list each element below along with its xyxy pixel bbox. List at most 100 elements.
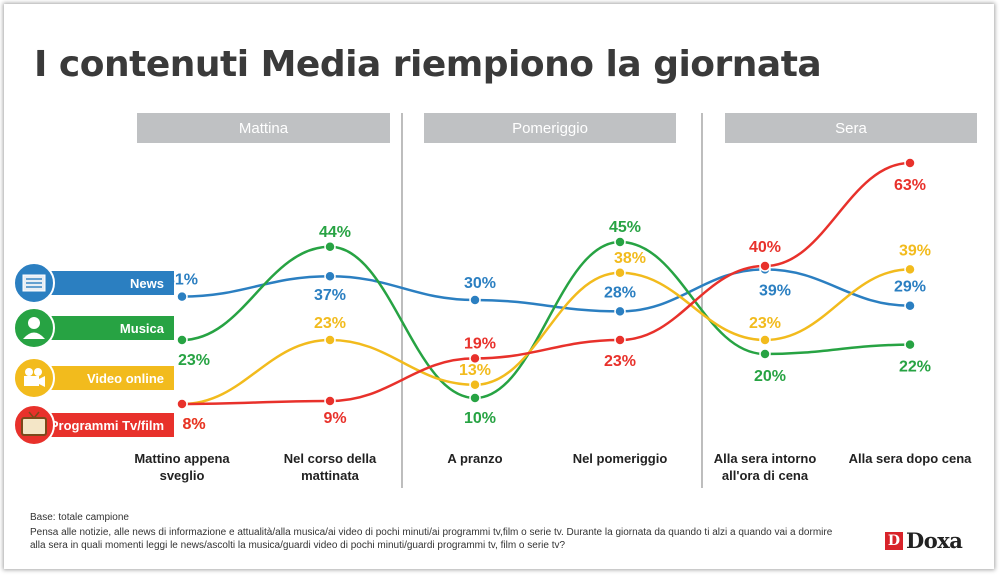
category-label-5-line-2: all'ora di cena — [722, 468, 809, 483]
doxa-logo-text: Doxa — [906, 528, 963, 553]
section-label-mattina: Mattina — [239, 120, 289, 137]
section-label-pomeriggio: Pomeriggio — [512, 120, 588, 137]
data-point-musica-1 — [176, 334, 188, 346]
category-label-2: Nel corso della mattinata — [284, 451, 377, 483]
tv-antenna-left — [28, 411, 35, 419]
person-body — [23, 332, 45, 339]
doxa-logo: D Doxa — [885, 528, 963, 553]
category-label-2-line-2: mattinata — [301, 468, 360, 483]
category-label-5-line-1: Alla sera intorno — [714, 451, 817, 466]
data-point-programmi-tv-film-3 — [469, 352, 481, 365]
data-point-musica-6 — [904, 338, 916, 351]
data-label-video-online-4: 38% — [614, 250, 646, 267]
reel-left — [25, 368, 33, 376]
person-icon — [23, 317, 45, 339]
category-label-4-line-1: Nel pomeriggio — [573, 451, 668, 466]
data-label-programmi-tv-film-3: 19% — [464, 335, 496, 352]
data-point-musica-4 — [614, 236, 626, 248]
data-label-programmi-tv-film-5: 40% — [749, 239, 781, 256]
category-label-3: A pranzo — [447, 451, 502, 466]
data-label-musica-1: 23% — [178, 352, 210, 369]
series-group: 31%37%30%28% 39% 29%23%44%10%45%20%22%8%23… — [166, 157, 931, 433]
section-header-mattina — [137, 113, 390, 143]
data-point-musica-3 — [469, 392, 481, 404]
category-label-1: Mattino appena sveglio — [134, 451, 230, 483]
data-label-video-online-2: 23% — [314, 315, 346, 332]
data-point-video-online-6 — [904, 263, 916, 276]
data-point-video-online-3 — [469, 379, 481, 391]
data-point-programmi-tv-film-4 — [614, 334, 626, 346]
data-label-musica-2: 44% — [319, 224, 351, 241]
data-point-news-2 — [324, 270, 336, 282]
category-label-1-line-1: Mattino appena — [134, 451, 230, 466]
series-line-video-online — [181, 268, 911, 406]
section-header-pomeriggio — [424, 113, 676, 143]
data-label-news-2: 37% — [314, 287, 346, 304]
data-point-video-online-4 — [614, 267, 626, 279]
data-label-video-online-3: 13% — [459, 362, 491, 379]
legend-item-programmi-tv-film: Programmi Tv/film — [13, 404, 174, 446]
data-point-programmi-tv-film-1 — [176, 398, 188, 410]
data-point-news-3 — [469, 294, 481, 306]
data-point-video-online-5 — [759, 334, 771, 346]
data-label-programmi-tv-film-1: 8% — [182, 416, 205, 433]
legend-label-news: News — [130, 276, 164, 291]
data-label-programmi-tv-film-6: 63% — [894, 177, 926, 194]
legend-item-video-online: Video online — [13, 357, 174, 399]
legend: News Musica Video online Programmi Tv/film — [13, 262, 174, 446]
footer-note: Base: totale campione Pensa alle notizie… — [30, 511, 850, 552]
data-point-news-1 — [176, 290, 188, 303]
data-point-news-6 — [904, 299, 916, 312]
camera-lens — [39, 376, 45, 387]
data-point-programmi-tv-film-2 — [324, 395, 336, 407]
data-point-news-4 — [614, 305, 626, 318]
category-label-4: Nel pomeriggio — [573, 451, 668, 466]
legend-label-musica: Musica — [120, 321, 165, 336]
data-label-news-3: 30% — [464, 275, 496, 292]
data-label-musica-5: 20% — [754, 368, 786, 385]
tv-icon — [21, 411, 47, 436]
person-head — [28, 317, 40, 329]
data-label-programmi-tv-film-4: 23% — [604, 353, 636, 370]
data-point-musica-2 — [324, 241, 336, 253]
data-label-video-online-5: 23% — [749, 315, 781, 332]
data-label-musica-6: 22% — [899, 359, 931, 376]
footer-base: Base: totale campione — [30, 512, 129, 523]
video-camera-icon — [24, 368, 45, 387]
tv-antenna-right — [33, 411, 40, 419]
data-point-programmi-tv-film-6 — [904, 157, 916, 169]
category-label-6: Alla sera dopo cena — [849, 451, 973, 466]
data-label-video-online-6: 39% — [899, 242, 931, 259]
category-label-5: Alla sera intorno all'ora di cena — [714, 451, 817, 483]
doxa-logo-mark: D — [885, 531, 903, 550]
section-label-sera: Sera — [835, 120, 867, 137]
camera-body — [24, 376, 39, 386]
data-label-news-4: 28% — [604, 284, 636, 301]
legend-item-news: News — [13, 262, 174, 304]
category-axis: Mattino appena sveglio Nel corso della matt… — [134, 451, 972, 483]
data-label-video-online-1: 8% — [182, 416, 205, 433]
category-label-2-line-1: Nel corso della — [284, 451, 377, 466]
data-label-musica-4: 45% — [609, 219, 641, 236]
data-point-programmi-tv-film-5 — [759, 260, 771, 272]
legend-label-video-online: Video online — [87, 371, 164, 386]
tv-screen — [21, 417, 47, 436]
section-header-sera — [725, 113, 977, 143]
series-line-musica — [181, 240, 911, 400]
data-label-news-6: 29% — [894, 279, 926, 296]
data-label-musica-3: 10% — [464, 410, 496, 427]
newspaper-icon — [22, 274, 46, 292]
footer-question: Pensa alle notizie, alle news di informa… — [30, 527, 833, 551]
legend-label-programmi-tv-film: Programmi Tv/film — [50, 418, 164, 433]
page-title: I contenuti Media riempiono la giornata — [34, 44, 822, 85]
data-point-video-online-2 — [324, 334, 336, 346]
legend-item-musica: Musica — [13, 307, 174, 349]
data-point-musica-5 — [759, 348, 771, 360]
reel-right — [34, 368, 42, 376]
series-line-news — [181, 268, 911, 313]
category-label-6-line-1: Alla sera dopo cena — [849, 451, 973, 466]
category-label-1-line-2: sveglio — [160, 468, 205, 483]
data-label-news-5: 39% — [759, 282, 791, 299]
category-label-3-line-1: A pranzo — [447, 451, 502, 466]
